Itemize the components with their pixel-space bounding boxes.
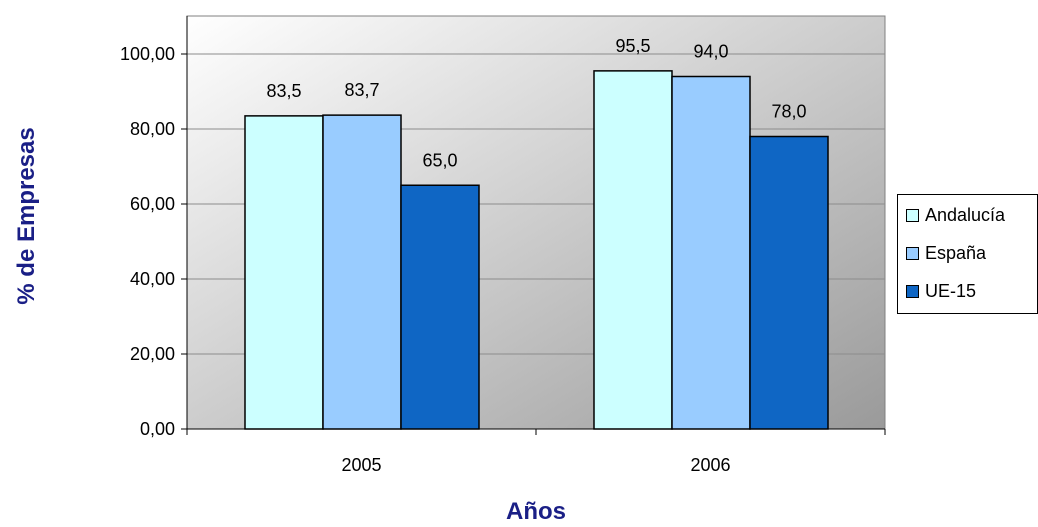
- x-tick-label-2006: 2006: [690, 455, 730, 475]
- bar-andalucía-2005: [244, 115, 324, 430]
- data-label-andalucía-2005: 83,5: [266, 81, 301, 101]
- y-tick-label: 100,00: [120, 44, 175, 64]
- y-tick-label: 60,00: [130, 194, 175, 214]
- legend-swatch-ue15: [906, 284, 919, 298]
- data-label-españa-2006: 94,0: [693, 42, 728, 62]
- legend-label-espana: España: [925, 242, 987, 263]
- y-axis-title: % de Empresas: [13, 127, 40, 304]
- legend-swatch-andalucia: [906, 208, 919, 222]
- data-label-ue-15-2006: 78,0: [771, 102, 806, 122]
- bar-ue-15-2005: [400, 184, 480, 430]
- legend-item-ue15: UE-15: [906, 279, 976, 303]
- data-label-ue-15-2005: 65,0: [422, 150, 457, 170]
- bar-ue-15-2006: [749, 135, 829, 430]
- bar-españa-2005: [322, 114, 402, 430]
- value-labels: 83,5 83,7 65,0 95,5 94,0 78,0: [266, 36, 806, 170]
- legend-swatch-espana: [906, 246, 919, 260]
- legend-label-ue15: UE-15: [925, 280, 977, 301]
- legend-label-andalucia: Andalucía: [925, 204, 1006, 225]
- y-tick-label: 40,00: [130, 269, 175, 289]
- bars: [244, 70, 829, 430]
- y-tick-label: 80,00: [130, 119, 175, 139]
- data-label-andalucía-2006: 95,5: [615, 36, 650, 56]
- y-tick-label: 20,00: [130, 344, 175, 364]
- legend-item-andalucia: Andalucía: [906, 203, 1005, 227]
- data-label-españa-2005: 83,7: [344, 80, 379, 100]
- legend-item-espana: España: [906, 241, 986, 265]
- bar-españa-2006: [671, 75, 751, 430]
- x-tick-label-2005: 2005: [341, 455, 381, 475]
- y-tick-label: 0,00: [140, 419, 175, 439]
- bar-andalucía-2006: [593, 70, 673, 430]
- legend: Andalucía España UE-15: [897, 194, 1038, 314]
- axes: [181, 16, 886, 435]
- x-axis-title: Años: [506, 498, 566, 525]
- x-tick-labels: 2005 2006: [341, 455, 730, 475]
- y-tick-labels: 0,00 20,00 40,00 60,00 80,00 100,00: [120, 44, 175, 439]
